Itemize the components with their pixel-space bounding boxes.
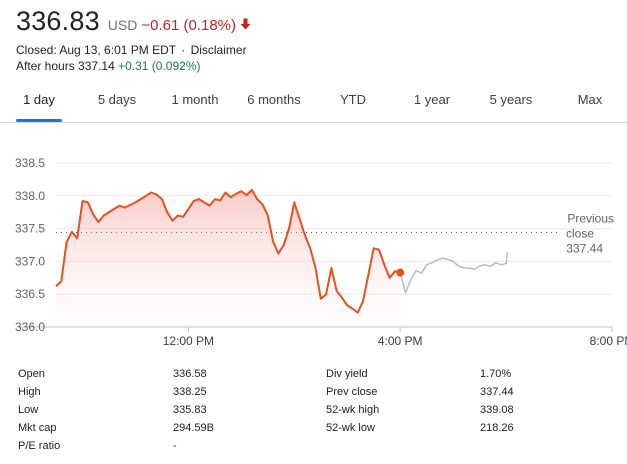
stat-value: 294.59B [173,422,214,434]
stat-label: High [18,386,41,398]
disclaimer-link[interactable]: Disclaimer [190,43,247,57]
after-hours-label: After hours [16,59,75,73]
closed-line: Closed: Aug 13, 6:01 PM EDT · Disclaimer [16,42,251,58]
y-tick-label: 336.5 [15,287,45,301]
closed-time: Aug 13, 6:01 PM EDT [59,43,176,57]
after-hours-price: 337.14 [78,59,115,73]
tab-1-year[interactable]: 1 year [413,92,451,107]
tab-1-day[interactable]: 1 day [23,92,55,107]
tab-max[interactable]: Max [577,92,603,107]
x-tick-label: 8:00 PM [590,334,627,348]
stat-label: Open [18,368,45,380]
stat-value: 339.08 [480,404,514,416]
stat-value: 218.26 [480,422,514,434]
x-tick-label: 12:00 PM [163,334,214,348]
tab-ytd[interactable]: YTD [340,92,366,107]
stat-label: 52-wk low [326,422,375,434]
tab-5-days[interactable]: 5 days [97,92,137,107]
previous-close-label: close [566,227,594,241]
stat-value: 1.70% [480,368,512,380]
separator: · [181,43,186,57]
price-change: −0.61 (0.18%) [141,17,237,34]
y-tick-label: 337.5 [15,222,45,236]
stat-label: 52-wk high [326,404,380,416]
stat-label: Prev close [326,386,378,398]
down-arrow-icon [240,17,251,35]
price-line: 336.83 USD −0.61 (0.18%) [16,6,251,42]
y-tick-label: 338.0 [15,189,45,203]
after-hours-line [399,252,508,294]
quote-header: 336.83 USD −0.61 (0.18%) Closed: Aug 13,… [16,6,251,74]
tab-1-month[interactable]: 1 month [171,92,219,107]
stat-value: 337.44 [480,386,514,398]
tab-5-years[interactable]: 5 years [489,92,533,107]
stat-label: P/E ratio [18,440,61,452]
previous-close-value: 337.44 [566,242,603,256]
stat-label: Mkt cap [18,422,57,434]
stat-value: - [173,440,177,452]
current-price: 336.83 [16,6,100,36]
stat-value: 338.25 [173,386,207,398]
stat-label: Low [18,404,39,416]
after-hours-change: +0.31 (0.092%) [118,59,201,73]
regular-session-area [56,189,401,327]
active-tab-indicator [16,119,62,122]
stat-value: 336.58 [173,368,207,380]
range-tabs: 1 day 5 days 1 month 6 months YTD 1 year… [0,82,627,123]
tab-6-months[interactable]: 6 months [247,92,301,107]
y-tick-label: 336.0 [15,320,45,334]
stat-value: 335.83 [173,404,207,416]
after-hours-line: After hours 337.14 +0.31 (0.092%) [16,58,251,74]
x-tick-label: 4:00 PM [378,334,423,348]
close-point-marker [396,268,405,277]
currency-code: USD [107,17,138,33]
previous-close-label: Previous [567,212,614,226]
y-tick-label: 338.5 [15,156,45,170]
regular-session-line [55,188,401,314]
stat-label: Div yield [326,368,368,380]
closed-prefix: Closed: [16,43,57,57]
price-chart[interactable]: 338.5 338.0 337.5 337.0 336.5 336.0 12:00 PM 4:… [0,140,627,360]
y-tick-label: 337.0 [15,254,45,268]
